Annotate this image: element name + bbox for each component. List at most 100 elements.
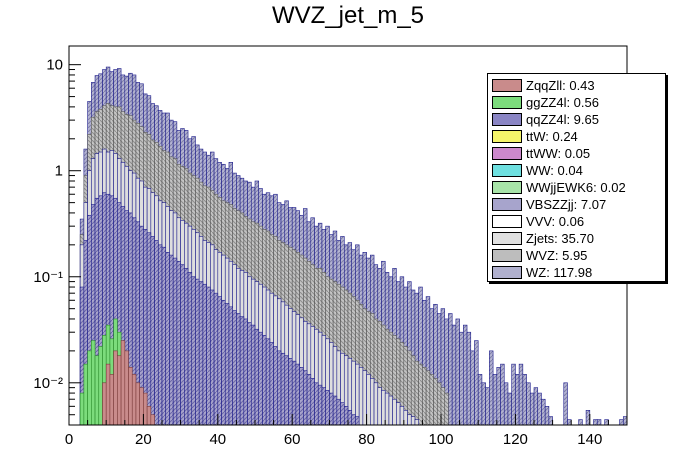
bar	[105, 363, 111, 425]
legend-item: VVV: 0.06	[492, 213, 584, 230]
bar	[254, 328, 260, 425]
bar	[503, 382, 509, 425]
bar	[455, 318, 460, 425]
bar	[533, 387, 539, 425]
legend-label: WZ: 117.98	[526, 265, 593, 280]
bar	[563, 382, 568, 425]
bar	[221, 299, 226, 425]
bar	[507, 392, 512, 425]
legend-swatch	[492, 130, 522, 143]
bar	[329, 392, 334, 425]
bar	[184, 268, 189, 425]
bar	[232, 310, 237, 425]
bar	[396, 402, 401, 425]
legend-label: ttW: 0.24	[526, 129, 578, 144]
bar	[265, 338, 271, 425]
bar	[604, 419, 609, 425]
legend-item: ggZZ4l: 0.56	[492, 94, 599, 111]
bar	[83, 363, 88, 425]
bar	[355, 363, 360, 425]
x-tick-label: 140	[577, 431, 602, 448]
bar	[314, 382, 319, 425]
bar	[407, 414, 412, 425]
legend-swatch	[492, 215, 522, 228]
bar	[407, 350, 412, 425]
bar	[340, 402, 345, 425]
bar	[410, 416, 416, 425]
bar	[277, 350, 282, 425]
bar	[485, 387, 490, 425]
x-tick-label: 80	[358, 431, 375, 448]
bar	[217, 296, 222, 425]
bar	[537, 392, 542, 425]
bar	[280, 352, 286, 425]
legend: ZqqZll: 0.43 ggZZ4l: 0.56 qqZZ4l: 9.65 ttW:…	[487, 73, 666, 282]
bar	[236, 313, 241, 425]
bar	[139, 387, 144, 425]
bar	[332, 395, 338, 425]
bar	[373, 382, 379, 425]
bar	[418, 363, 423, 425]
x-tick-label: 20	[135, 431, 152, 448]
y-tick-label: 10	[46, 57, 63, 74]
bar	[291, 360, 297, 425]
bar	[150, 236, 155, 425]
bar	[522, 374, 527, 425]
bar	[459, 331, 464, 425]
legend-item: qqZZ4l: 9.65	[492, 111, 599, 128]
bar	[128, 367, 133, 425]
bar	[585, 410, 591, 425]
bar	[239, 316, 245, 425]
bar	[362, 370, 367, 425]
bar	[358, 367, 364, 425]
x-tick-label: 120	[503, 431, 528, 448]
bar	[526, 382, 531, 425]
bar	[343, 406, 349, 425]
bar	[258, 331, 263, 425]
legend-item: Zjets: 35.70	[492, 230, 594, 247]
bar	[578, 419, 583, 425]
bar	[172, 257, 178, 425]
bar	[102, 382, 107, 425]
bar	[370, 378, 375, 425]
bar	[515, 374, 520, 425]
bar	[131, 374, 137, 425]
bar	[243, 318, 248, 425]
bar	[381, 389, 386, 425]
bar	[436, 382, 442, 425]
bar	[284, 355, 289, 425]
bar	[366, 374, 371, 425]
bar	[187, 272, 193, 425]
bar	[269, 342, 274, 425]
bar	[321, 387, 326, 425]
bar	[593, 419, 598, 425]
bar	[544, 406, 550, 425]
bar	[191, 276, 196, 425]
bar	[310, 378, 315, 425]
bar	[135, 382, 140, 425]
legend-swatch	[492, 198, 522, 211]
bar	[414, 419, 419, 425]
legend-swatch	[492, 164, 522, 177]
bar	[317, 384, 323, 425]
bar	[224, 303, 230, 425]
bar	[146, 406, 152, 425]
legend-swatch	[492, 181, 522, 194]
bar	[154, 240, 159, 425]
bar	[388, 395, 393, 425]
legend-label: WWjjEWK6: 0.02	[526, 180, 626, 195]
bar	[384, 392, 390, 425]
bar	[440, 387, 446, 425]
bar	[410, 355, 416, 425]
bar	[143, 392, 148, 425]
bar	[295, 363, 300, 425]
legend-label: WVZ: 5.95	[526, 248, 588, 263]
bar	[477, 374, 483, 425]
bar	[518, 363, 524, 425]
bar	[299, 367, 304, 425]
legend-swatch	[492, 232, 522, 245]
bar	[98, 346, 103, 425]
x-tick-label: 0	[65, 431, 73, 448]
legend-label: WW: 0.04	[526, 163, 583, 178]
